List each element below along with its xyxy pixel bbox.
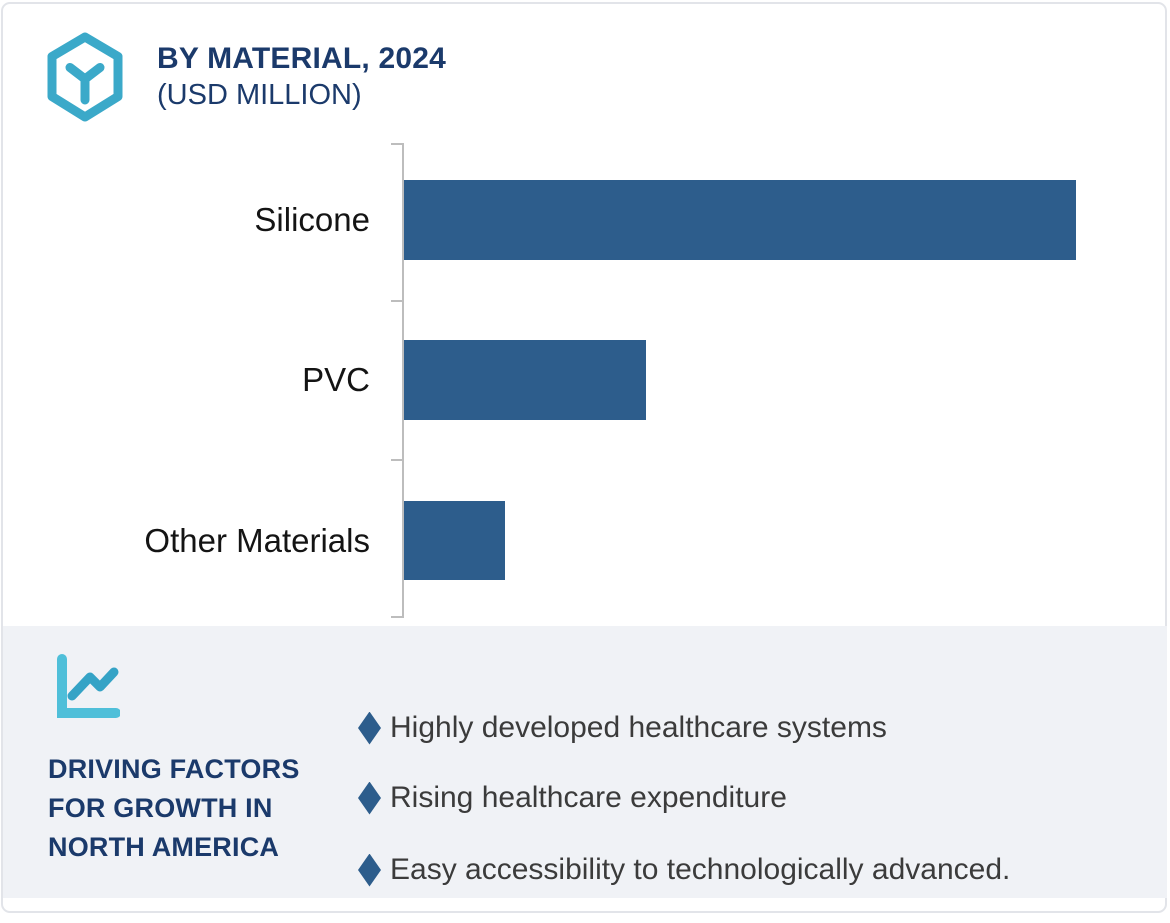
axis-tick: [391, 459, 403, 461]
bar-other-materials: [404, 501, 505, 580]
axis-tick: [391, 300, 403, 302]
hexagon-y-logo-icon: [46, 32, 124, 122]
chart-header: BY MATERIAL, 2024 (USD MILLION): [157, 40, 446, 114]
diamond-bullet-icon: [358, 711, 381, 745]
driving-factors-panel: [3, 626, 1167, 898]
diamond-bullet-icon: [358, 853, 381, 887]
diamond-bullet-icon: [358, 781, 381, 815]
category-label-pvc: PVC: [302, 361, 370, 398]
category-label-other-materials: Other Materials: [144, 521, 370, 559]
driving-factor-text: Rising healthcare expenditure: [390, 781, 787, 814]
bar-pvc: [404, 340, 646, 420]
driving-factors-heading: DRIVING FACTORS FOR GROWTH IN NORTH AMER…: [48, 754, 300, 862]
driving-factor-text: Highly developed healthcare systems: [390, 711, 887, 744]
driving-factor-item: Easy accessibility to technologically ad…: [358, 847, 1010, 893]
chart-title: BY MATERIAL, 2024: [157, 42, 447, 75]
bar-silicone: [404, 180, 1076, 260]
driving-factor-text: Easy accessibility to technologically ad…: [390, 853, 1011, 886]
driving-factor-item: Highly developed healthcare systems: [358, 705, 887, 751]
category-label-silicone: Silicone: [254, 201, 370, 238]
line-chart-icon: [48, 652, 121, 724]
axis-tick: [391, 616, 403, 618]
category-axis-line: [402, 143, 404, 618]
chart-subtitle: (USD MILLION): [157, 79, 362, 111]
driving-factor-item: Rising healthcare expenditure: [358, 775, 787, 821]
axis-tick: [391, 143, 403, 145]
